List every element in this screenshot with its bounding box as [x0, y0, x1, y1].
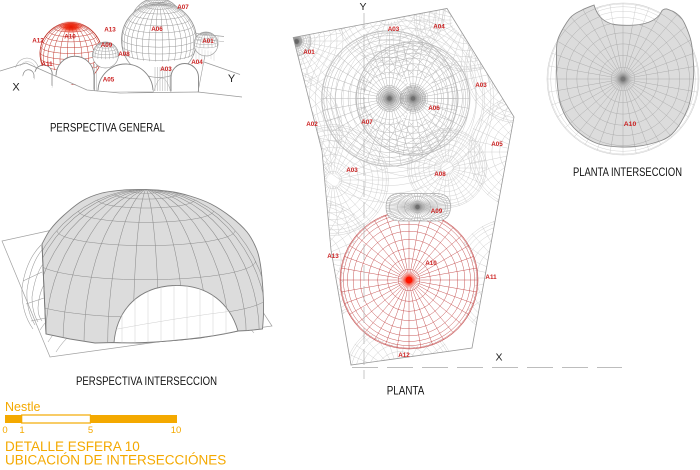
svg-text:A13: A13 [104, 27, 116, 34]
svg-text:A08: A08 [434, 171, 446, 178]
svg-text:X: X [12, 82, 20, 94]
svg-text:A10: A10 [624, 121, 637, 128]
svg-text:A07: A07 [361, 119, 373, 126]
svg-text:A09: A09 [431, 208, 443, 215]
svg-text:A13: A13 [327, 253, 339, 260]
svg-text:A07: A07 [177, 4, 189, 11]
svg-text:PERSPECTIVA INTERSECCION: PERSPECTIVA INTERSECCION [76, 376, 217, 388]
svg-text:X: X [495, 352, 502, 364]
svg-text:A09: A09 [101, 42, 113, 49]
svg-text:PLANTA INTERSECCION: PLANTA INTERSECCION [573, 167, 682, 179]
svg-text:A04: A04 [433, 24, 445, 31]
svg-text:A01: A01 [303, 49, 315, 56]
svg-text:A12: A12 [398, 352, 410, 359]
svg-text:A11: A11 [485, 274, 497, 281]
svg-text:PERSPECTIVA GENERAL: PERSPECTIVA GENERAL [50, 123, 165, 135]
svg-text:A05: A05 [491, 141, 503, 148]
svg-text:A03: A03 [346, 167, 358, 174]
svg-text:Y: Y [359, 1, 366, 13]
svg-text:A05: A05 [103, 77, 115, 84]
svg-text:A11: A11 [41, 61, 53, 68]
svg-text:10: 10 [171, 425, 182, 436]
svg-text:A02: A02 [306, 121, 318, 128]
svg-text:UBICACIÓN DE INTERSECCIÓNES: UBICACIÓN DE INTERSECCIÓNES [5, 453, 226, 468]
svg-text:A03: A03 [160, 66, 172, 73]
svg-text:A04: A04 [191, 59, 203, 66]
svg-text:1: 1 [19, 425, 24, 436]
svg-text:Y: Y [228, 73, 236, 85]
svg-text:Nestle: Nestle [5, 400, 40, 414]
svg-text:A08: A08 [118, 51, 130, 58]
svg-text:A03: A03 [475, 82, 487, 89]
svg-text:DETALLE ESFERA 10: DETALLE ESFERA 10 [5, 439, 140, 454]
svg-text:A10: A10 [64, 34, 76, 41]
svg-text:PLANTA: PLANTA [387, 386, 425, 398]
svg-text:A03: A03 [388, 26, 400, 33]
svg-text:5: 5 [88, 425, 93, 436]
svg-text:A12: A12 [32, 38, 44, 45]
svg-text:A06: A06 [428, 105, 440, 112]
svg-text:0: 0 [2, 425, 7, 436]
svg-text:A10: A10 [425, 260, 437, 267]
svg-text:A06: A06 [151, 26, 163, 33]
svg-text:A01: A01 [202, 38, 214, 45]
